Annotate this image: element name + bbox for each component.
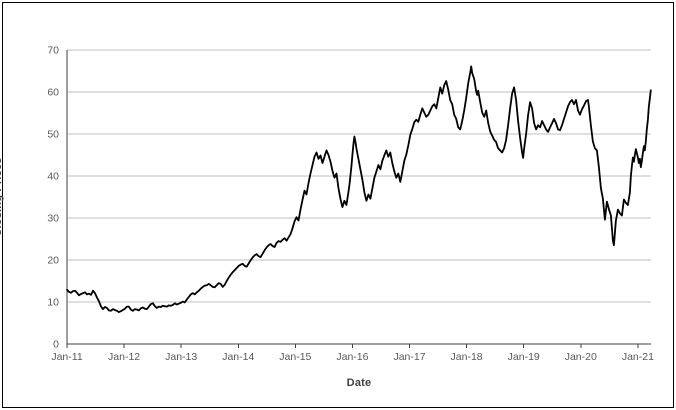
x-tick-label: Jan-12 (108, 351, 140, 363)
series-line (66, 65, 652, 314)
x-tick-label: Jan-18 (451, 351, 483, 363)
y-tick-label: 60 (47, 87, 59, 99)
y-tick-label: 20 (47, 255, 59, 267)
y-tick-label: 50 (47, 129, 59, 141)
x-tick-label: Jan-17 (393, 351, 425, 363)
x-tick-label: Jan-14 (222, 351, 254, 363)
y-tick-label: 10 (47, 297, 59, 309)
x-tick-label: Jan-11 (51, 351, 82, 363)
y-tick-label: 40 (47, 171, 59, 183)
x-axis-title: Date (346, 377, 372, 389)
x-tick-label: Jan-13 (165, 351, 197, 363)
x-tick-label: Jan-19 (508, 351, 540, 363)
x-tick-label: Jan-21 (622, 351, 654, 363)
y-axis-title: Closing Prices (0, 157, 4, 237)
y-tick-label: 70 (47, 45, 59, 57)
y-tick-label: 0 (53, 339, 59, 351)
y-tick-label: 30 (47, 213, 59, 225)
x-tick-label: Jan-15 (279, 351, 311, 363)
x-tick-label: Jan-16 (336, 351, 368, 363)
x-tick-label: Jan-20 (565, 351, 597, 363)
